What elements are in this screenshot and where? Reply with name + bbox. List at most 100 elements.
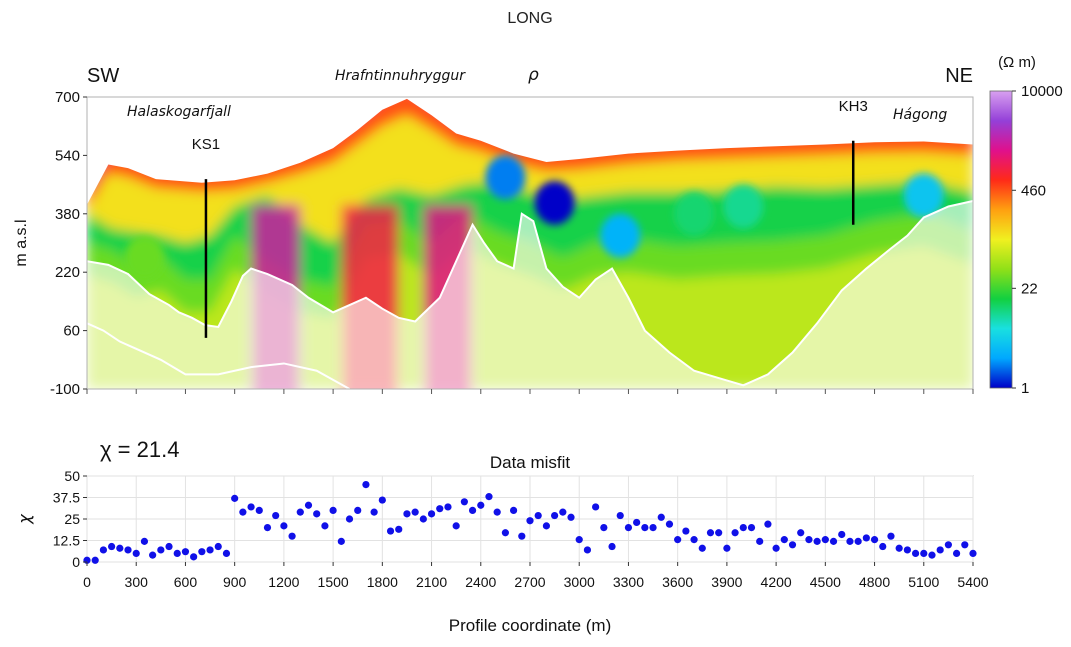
misfit-point <box>723 544 731 552</box>
misfit-point <box>575 536 583 544</box>
misfit-point <box>386 527 395 535</box>
misfit-point <box>206 546 214 554</box>
misfit-point <box>419 515 427 523</box>
misfit-point <box>608 542 616 551</box>
y-tick-label: 60 <box>63 323 80 340</box>
misfit-point <box>542 522 551 530</box>
misfit-point <box>460 498 468 506</box>
misfit-point <box>304 501 313 509</box>
misfit-point <box>140 537 149 545</box>
misfit-point <box>427 510 436 518</box>
misfit-x-tick-label: 2100 <box>416 574 447 590</box>
misfit-point <box>551 511 559 520</box>
misfit-point <box>649 524 657 532</box>
misfit-point <box>969 549 977 558</box>
misfit-point <box>797 529 805 537</box>
misfit-point <box>665 520 674 528</box>
y-axis-label-misfit: χ <box>15 514 34 525</box>
misfit-point <box>354 506 362 514</box>
misfit-point <box>444 503 452 511</box>
misfit-point <box>337 537 345 545</box>
direction-left-label: SW <box>87 65 119 87</box>
y-tick-label: -100 <box>50 381 80 398</box>
misfit-point <box>329 506 337 514</box>
misfit-point <box>583 546 592 554</box>
misfit-point <box>509 506 518 514</box>
misfit-points <box>83 481 977 564</box>
misfit-x-tick-label: 1200 <box>268 574 299 590</box>
misfit-x-tick-label: 3900 <box>711 574 742 590</box>
misfit-point <box>518 532 526 540</box>
colorbar-gradient <box>989 90 1013 389</box>
colorbar-tick-label: 1 <box>1021 380 1029 397</box>
misfit-point <box>616 511 624 520</box>
x-axis-top <box>86 389 974 394</box>
misfit-x-tick-label: 1800 <box>367 574 398 590</box>
misfit-point <box>116 544 124 552</box>
chart-title: LONG <box>507 10 552 27</box>
colorbar: 1 22 460 10000 (Ω m) <box>989 54 1063 397</box>
misfit-point <box>436 505 444 513</box>
misfit-x-tick-label: 4200 <box>761 574 792 590</box>
misfit-point <box>181 548 190 556</box>
misfit-point <box>747 524 756 532</box>
place-label-hagong: Hágong <box>893 107 947 123</box>
y-tick-label: 540 <box>55 147 80 164</box>
misfit-point <box>821 536 829 544</box>
misfit-point <box>854 537 862 545</box>
misfit-title: Data misfit <box>490 453 571 472</box>
y-axis-label-top: m a.s.l <box>13 219 30 266</box>
misfit-point <box>321 522 329 530</box>
misfit-point <box>715 529 723 537</box>
misfit-point <box>91 556 99 564</box>
misfit-point <box>879 542 887 551</box>
misfit-point <box>239 508 247 516</box>
misfit-point <box>846 537 854 545</box>
misfit-point <box>222 549 231 558</box>
misfit-point <box>198 548 206 556</box>
misfit-point <box>952 549 961 558</box>
misfit-point <box>477 501 485 509</box>
x-axis-profile: 0 300 600 900 1200 1500 1800 2100 2400 2700 3000 33… <box>83 562 989 590</box>
borehole-label-ks1: KS1 <box>192 136 220 153</box>
misfit-point <box>764 520 772 528</box>
misfit-point <box>690 536 698 544</box>
misfit-point <box>124 546 132 554</box>
misfit-point <box>624 524 633 532</box>
misfit-point <box>378 496 386 504</box>
misfit-x-tick-label: 5100 <box>908 574 939 590</box>
misfit-point <box>108 542 116 551</box>
misfit-point <box>903 546 911 554</box>
misfit-point <box>788 541 797 549</box>
misfit-point <box>190 553 198 561</box>
misfit-point <box>756 537 764 545</box>
misfit-point <box>280 522 288 530</box>
section-layer-transition <box>87 115 973 243</box>
misfit-point <box>173 549 181 558</box>
misfit-point <box>739 524 747 532</box>
misfit-point <box>838 530 846 539</box>
misfit-point <box>887 532 895 540</box>
misfit-point <box>657 513 665 521</box>
misfit-point <box>526 517 534 525</box>
misfit-point <box>403 510 411 518</box>
misfit-y-tick-label: 12.5 <box>53 533 80 549</box>
misfit-point <box>944 541 952 549</box>
misfit-point <box>485 493 493 501</box>
misfit-x-tick-label: 600 <box>174 574 198 590</box>
colorbar-tick-label: 22 <box>1021 280 1038 297</box>
misfit-point <box>395 525 403 533</box>
misfit-x-tick-label: 3000 <box>564 574 595 590</box>
misfit-x-tick-label: 300 <box>125 574 149 590</box>
misfit-point <box>706 529 715 537</box>
misfit-point <box>928 551 936 559</box>
misfit-point <box>157 546 165 554</box>
misfit-point <box>911 549 920 558</box>
y-axis-misfit: 0 12.5 25 37.5 50 <box>53 468 87 570</box>
conductive-anomaly <box>485 155 526 200</box>
misfit-point <box>501 529 509 537</box>
conductive-anomaly <box>674 191 715 236</box>
rho-label: ρ <box>528 65 539 85</box>
misfit-point <box>961 541 969 549</box>
